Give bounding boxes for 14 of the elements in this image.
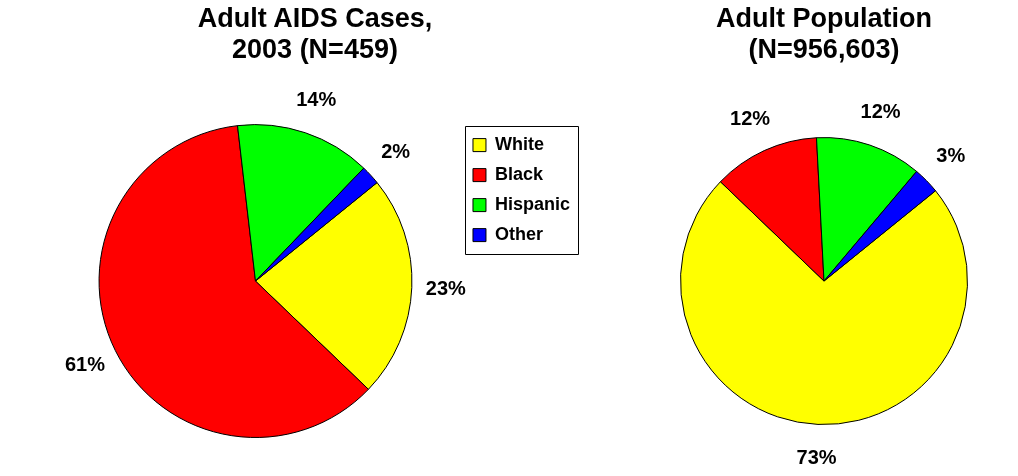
legend-label: Black: [494, 164, 544, 185]
data-label: 14%: [296, 88, 337, 111]
chart-title: Adult Population (N=956,603): [716, 2, 932, 65]
data-label: 61%: [64, 353, 106, 376]
data-label: 12%: [860, 100, 901, 123]
legend-label: Hispanic: [494, 194, 571, 215]
legend-label: White: [494, 134, 544, 155]
legend-label: Other: [494, 224, 543, 245]
data-label: 3%: [936, 144, 966, 167]
chart-title: Adult AIDS Cases, 2003 (N=459): [197, 2, 433, 65]
data-label: 23%: [425, 276, 466, 299]
data-label: 2%: [381, 139, 411, 162]
data-label: 12%: [730, 107, 771, 130]
data-label: 73%: [796, 445, 837, 468]
